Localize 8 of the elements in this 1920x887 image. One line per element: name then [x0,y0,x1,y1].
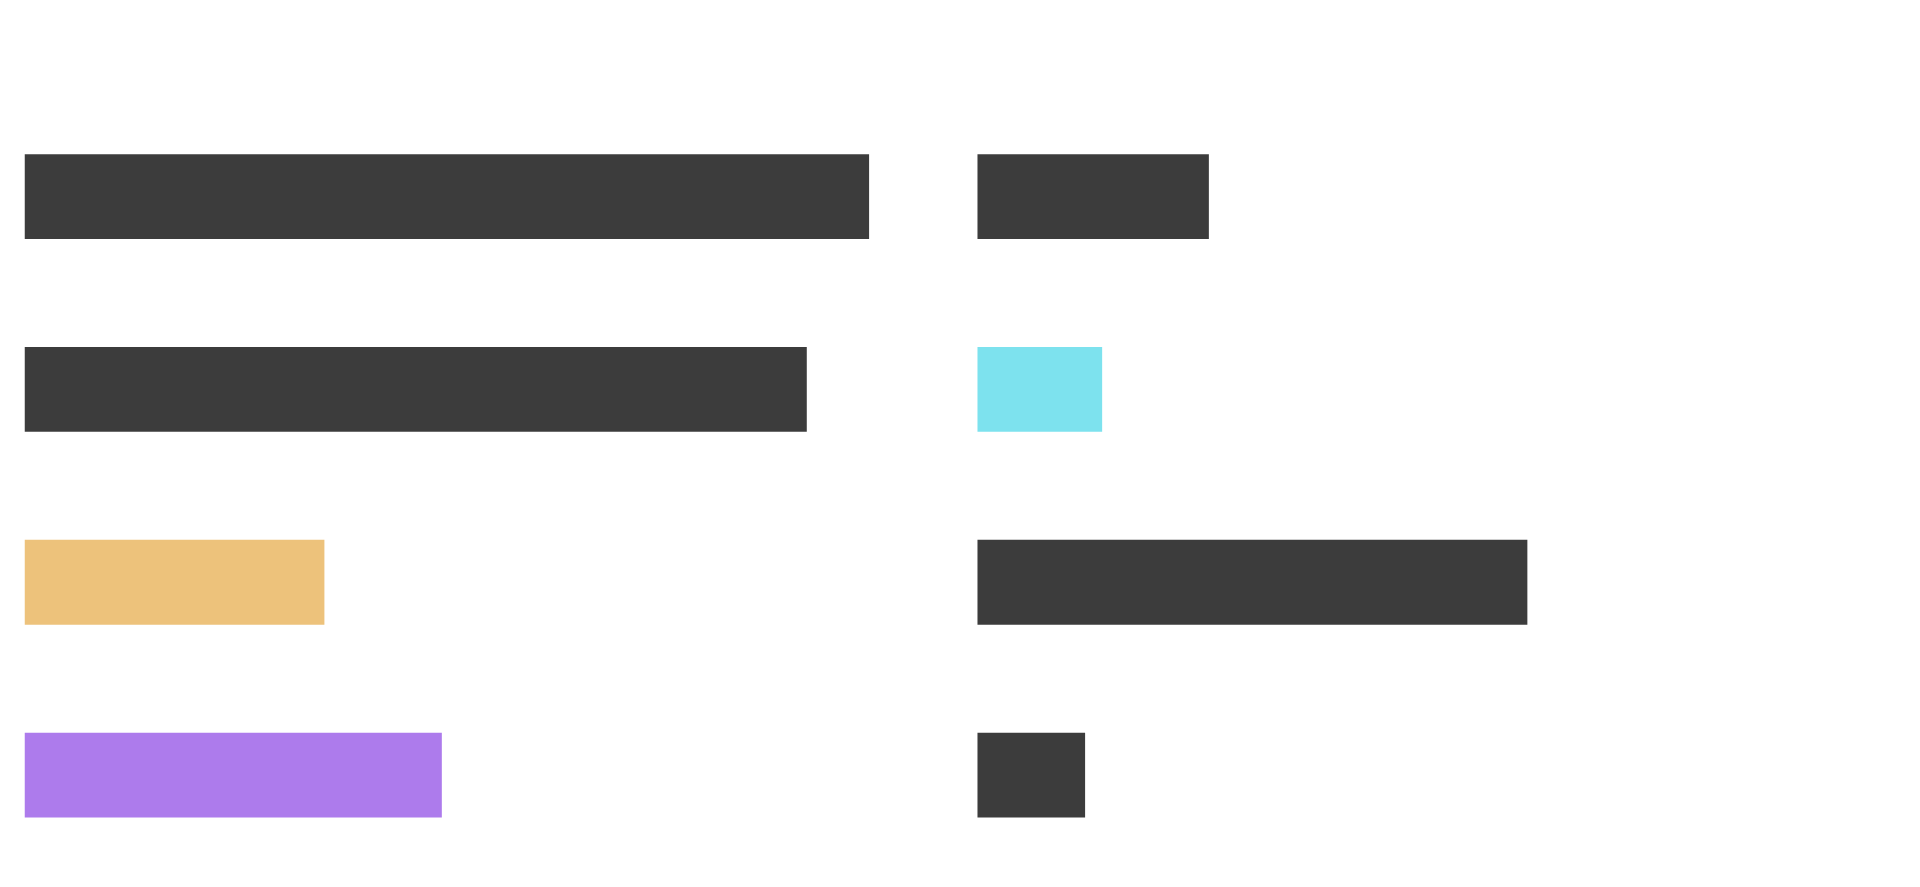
bar [24,539,325,625]
bar [977,539,1528,625]
bar [24,347,807,432]
bar [977,732,1086,818]
bar [977,154,1209,240]
bar [977,347,1103,432]
bar [24,732,442,818]
bar [24,154,870,240]
